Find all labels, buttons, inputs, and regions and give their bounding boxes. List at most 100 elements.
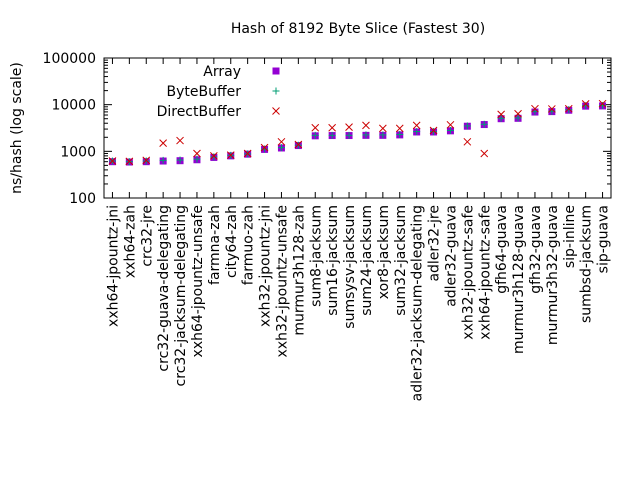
point-directbuffer-b [294, 140, 303, 149]
point-bytebuffer [294, 141, 302, 149]
point-directbuffer [497, 110, 506, 119]
point-directbuffer [277, 137, 286, 146]
x-tick-label: murmur3h128-zah [291, 205, 307, 336]
x-tick-label: adler32-guava [443, 205, 459, 307]
point-directbuffer-b [328, 123, 337, 132]
x-tick-label: gfh32-guava [528, 205, 544, 294]
point-bytebuffer [463, 122, 471, 130]
point-directbuffer [531, 104, 539, 113]
point-directbuffer-b [362, 121, 370, 130]
x-tick-label: sum8-jacksum [308, 205, 324, 307]
point-directbuffer-b [108, 157, 117, 165]
x-tick-label: adler32-jre [427, 205, 443, 282]
point-directbuffer [395, 124, 404, 133]
point-directbuffer-b [193, 149, 201, 158]
point-directbuffer [226, 151, 235, 159]
point-bytebuffer [446, 126, 454, 134]
point-directbuffer-b [260, 143, 269, 152]
point-bytebuffer [261, 145, 269, 153]
point-bytebuffer [159, 156, 167, 164]
point-directbuffer-b [395, 124, 404, 133]
x-tick-label: crc32-jacksum-delegating [173, 205, 189, 386]
point-directbuffer-b [209, 152, 218, 160]
y-axis-label: ns/hash (log scale) [9, 62, 25, 194]
point-bytebuffer [277, 144, 285, 152]
point-directbuffer-b [497, 110, 506, 119]
point-directbuffer [193, 149, 201, 158]
point-directbuffer [311, 123, 320, 132]
point-bytebuffer [396, 130, 404, 138]
point-directbuffer [159, 139, 168, 147]
point-directbuffer [209, 152, 218, 160]
plot-border [103, 57, 612, 199]
point-directbuffer [480, 149, 489, 158]
x-tick-label: xxh64-zah [122, 205, 138, 278]
x-tick-label: sum24-jacksum [359, 205, 375, 316]
x-tick-label: murmur3h32-guava [545, 205, 561, 345]
legend-marker-array [272, 67, 280, 75]
y-axis: 100 1000 10000 100000 [43, 51, 611, 207]
x-tick-label: crc32-jre [139, 205, 155, 267]
legend-label-directbuffer: DirectBuffer [157, 104, 242, 120]
point-bytebuffer [362, 131, 370, 139]
point-directbuffer-b [345, 123, 353, 131]
point-directbuffer [142, 156, 151, 165]
x-tick-label: sum16-jacksum [325, 205, 341, 316]
point-directbuffer-b [311, 123, 320, 132]
point-bytebuffer [379, 131, 387, 139]
point-directbuffer [463, 137, 472, 146]
point-directbuffer-b [446, 120, 455, 129]
point-directbuffer [294, 140, 303, 149]
y-tick-label: 100 [69, 191, 96, 207]
point-bytebuffer [565, 106, 573, 114]
point-directbuffer [378, 124, 387, 133]
point-directbuffer [345, 123, 353, 131]
point-directbuffer-b [277, 137, 286, 146]
point-directbuffer [328, 123, 337, 132]
x-tick-label: gfh64-guava [494, 205, 510, 294]
point-directbuffer-b [226, 151, 235, 159]
x-tick-label: xxh64-jpountz-safe [477, 205, 493, 340]
x-tick-label: farmuo-zah [241, 205, 257, 285]
point-bytebuffer [193, 155, 201, 163]
point-bytebuffer [345, 131, 353, 139]
point-directbuffer-b [429, 126, 438, 135]
plot-frame [103, 57, 612, 199]
y-tick-label: 1000 [60, 144, 96, 160]
point-directbuffer-b [480, 149, 489, 158]
x-tick-label: xxh32-jpountz-unsafe [274, 205, 290, 357]
point-bytebuffer [514, 114, 522, 122]
point-bytebuffer [430, 128, 438, 136]
point-directbuffer-b [176, 136, 184, 145]
x-tick-label: xxh32-jpountz-safe [460, 205, 476, 340]
point-directbuffer [514, 109, 522, 118]
point-bytebuffer [413, 128, 421, 136]
legend-label-bytebuffer: ByteBuffer [167, 84, 242, 100]
point-bytebuffer [210, 153, 218, 161]
point-directbuffer [564, 104, 573, 113]
chart-title: Hash of 8192 Byte Slice (Fastest 30) [231, 21, 485, 37]
point-directbuffer [362, 121, 370, 130]
point-directbuffer-b [514, 109, 522, 118]
point-directbuffer-b [125, 157, 134, 166]
x-tick-label: sum32-jacksum [393, 205, 409, 316]
x-tick-label: sumsysv-jacksum [342, 205, 358, 329]
y-tick-label: 100000 [43, 51, 96, 67]
point-directbuffer-b [598, 99, 607, 108]
point-directbuffer-b [412, 121, 421, 130]
point-directbuffer-b [243, 149, 252, 158]
point-directbuffer-b [581, 100, 590, 108]
legend-marker-directbuffer-b [272, 107, 280, 115]
point-directbuffer-b [378, 124, 387, 133]
legend-label-array: Array [203, 64, 241, 80]
point-directbuffer-b [142, 156, 151, 165]
y-tick-label: 10000 [51, 98, 96, 114]
point-bytebuffer [311, 131, 319, 139]
x-tick-label: xxh32-jpountz-jni [258, 205, 274, 327]
x-tick-label: sumbsd-jacksum [579, 205, 595, 323]
point-bytebuffer [176, 156, 184, 164]
legend-marker-directbuffer [272, 107, 280, 115]
point-directbuffer [260, 143, 269, 152]
x-tick-label: sip-inline [562, 205, 578, 268]
